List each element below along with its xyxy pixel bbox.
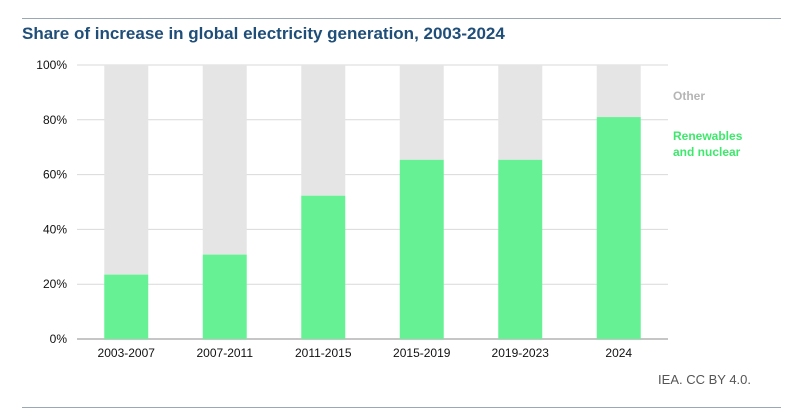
y-tick-label: 60% [43,168,67,182]
x-tick-label: 2007-2011 [197,346,254,360]
bar-renewables [104,274,149,339]
y-tick-label: 80% [43,113,67,127]
bar-other [301,65,346,196]
x-tick-label: 2003-2007 [98,346,156,360]
bar-renewables [202,254,247,339]
x-tick-label: 2011-2015 [295,346,352,360]
x-axis-tick-labels: 2003-2007 2007-2011 2011-2015 2015-2019 2019… [98,346,633,360]
bar-renewables [596,117,641,339]
bar-other [104,65,149,275]
y-tick-label: 0% [50,332,68,346]
bars [104,65,641,339]
legend-renewables-line2: and nuclear [673,145,741,159]
bar-renewables [498,159,543,339]
bar-other [596,65,641,118]
x-tick-label: 2019-2023 [492,346,550,360]
y-tick-label: 100% [36,58,67,72]
y-tick-label: 40% [43,222,67,236]
bar-other [399,65,444,160]
top-rule [22,18,781,19]
y-axis-tick-labels: 0% 20% 40% 60% 80% 100% [36,58,67,346]
source-note: IEA. CC BY 4.0. [658,372,751,387]
bar-other [202,65,247,255]
bar-other [498,65,543,160]
bottom-rule [22,407,781,408]
legend-other: Other [673,89,705,103]
x-tick-label: 2015-2019 [393,346,451,360]
x-tick-label: 2024 [605,346,632,360]
chart-title: Share of increase in global electricity … [22,24,505,43]
bar-renewables [399,159,444,339]
y-tick-label: 20% [43,277,67,291]
legend-renewables-line1: Renewables [673,129,743,143]
gridlines [77,64,668,340]
bar-renewables [301,195,346,339]
legend: Other Renewables and nuclear [673,89,743,159]
